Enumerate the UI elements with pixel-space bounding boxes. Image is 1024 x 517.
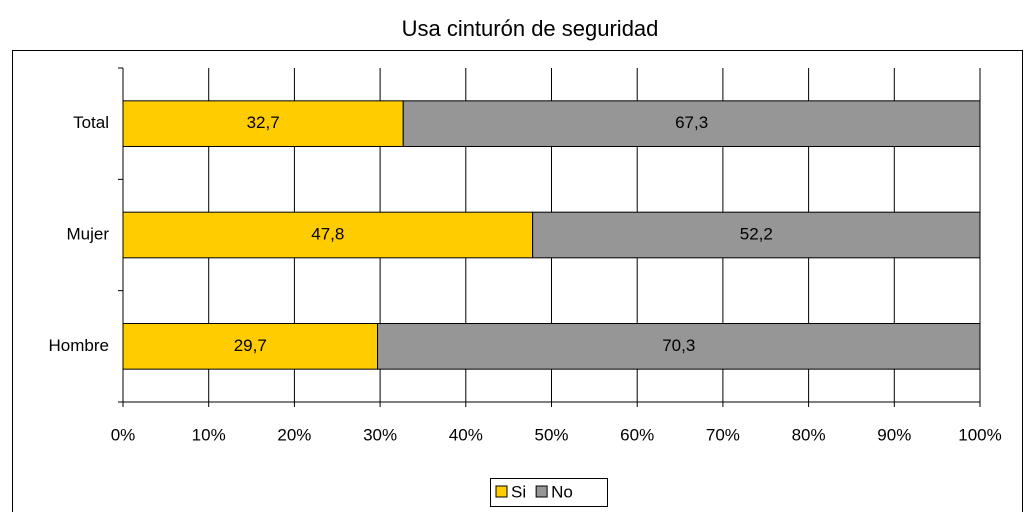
x-tick-label: 10% (192, 425, 226, 444)
x-tick-label: 50% (534, 425, 568, 444)
x-tick-label: 80% (792, 425, 826, 444)
data-label: 47,8 (311, 224, 344, 243)
legend-swatch (535, 485, 548, 498)
data-label: 29,7 (234, 336, 267, 355)
y-tick-label: Hombre (49, 336, 109, 355)
bar-segment (122, 211, 534, 259)
legend-box (490, 478, 608, 507)
bar-segment (402, 100, 981, 147)
x-tick-label: 40% (449, 425, 483, 444)
y-tick-label: Mujer (66, 224, 109, 243)
x-tick-label: 60% (620, 425, 654, 444)
data-label: 70,3 (662, 336, 695, 355)
bar-segment (122, 323, 379, 370)
bar-segment (377, 323, 981, 370)
x-tick-label: 20% (277, 425, 311, 444)
y-tick-label: Total (73, 113, 109, 132)
data-label: 32,7 (247, 113, 280, 132)
x-tick-label: 70% (706, 425, 740, 444)
data-label: 52,2 (740, 224, 773, 243)
chart-title: Usa cinturón de seguridad (402, 16, 659, 41)
legend-label: Si (511, 482, 526, 501)
x-tick-label: 100% (958, 425, 1001, 444)
legend-swatch (495, 485, 508, 498)
legend-label: No (551, 482, 573, 501)
x-tick-label: 30% (363, 425, 397, 444)
bar-segment (122, 100, 404, 147)
x-tick-label: 0% (111, 425, 136, 444)
x-tick-label: 90% (877, 425, 911, 444)
data-label: 67,3 (675, 113, 708, 132)
bar-segment (532, 211, 981, 259)
